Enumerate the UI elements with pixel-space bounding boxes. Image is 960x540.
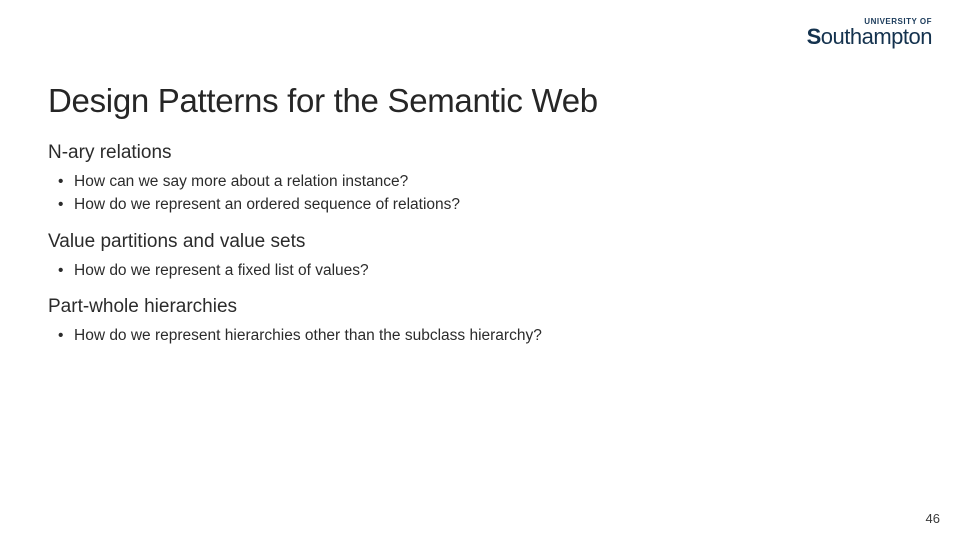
section-value-partitions: Value partitions and value sets How do w…: [48, 231, 900, 282]
section-nary: N-ary relations How can we say more abou…: [48, 142, 900, 217]
section-heading: Value partitions and value sets: [48, 231, 900, 253]
list-item: How do we represent hierarchies other th…: [74, 324, 900, 347]
slide-title: Design Patterns for the Semantic Web: [48, 82, 900, 120]
page-number: 46: [926, 511, 940, 526]
bullet-list: How do we represent a fixed list of valu…: [48, 259, 900, 282]
section-heading: Part-whole hierarchies: [48, 296, 900, 318]
logo-name-bold: S: [807, 24, 821, 49]
university-logo: UNIVERSITY OF Southampton: [807, 18, 932, 48]
section-part-whole: Part-whole hierarchies How do we represe…: [48, 296, 900, 347]
slide: UNIVERSITY OF Southampton Design Pattern…: [0, 0, 960, 540]
list-item: How do we represent an ordered sequence …: [74, 193, 900, 216]
slide-content: Design Patterns for the Semantic Web N-a…: [48, 82, 900, 361]
section-heading: N-ary relations: [48, 142, 900, 164]
list-item: How do we represent a fixed list of valu…: [74, 259, 900, 282]
list-item: How can we say more about a relation ins…: [74, 170, 900, 193]
logo-name: Southampton: [807, 26, 932, 48]
bullet-list: How do we represent hierarchies other th…: [48, 324, 900, 347]
bullet-list: How can we say more about a relation ins…: [48, 170, 900, 217]
logo-name-rest: outhampton: [821, 24, 932, 49]
